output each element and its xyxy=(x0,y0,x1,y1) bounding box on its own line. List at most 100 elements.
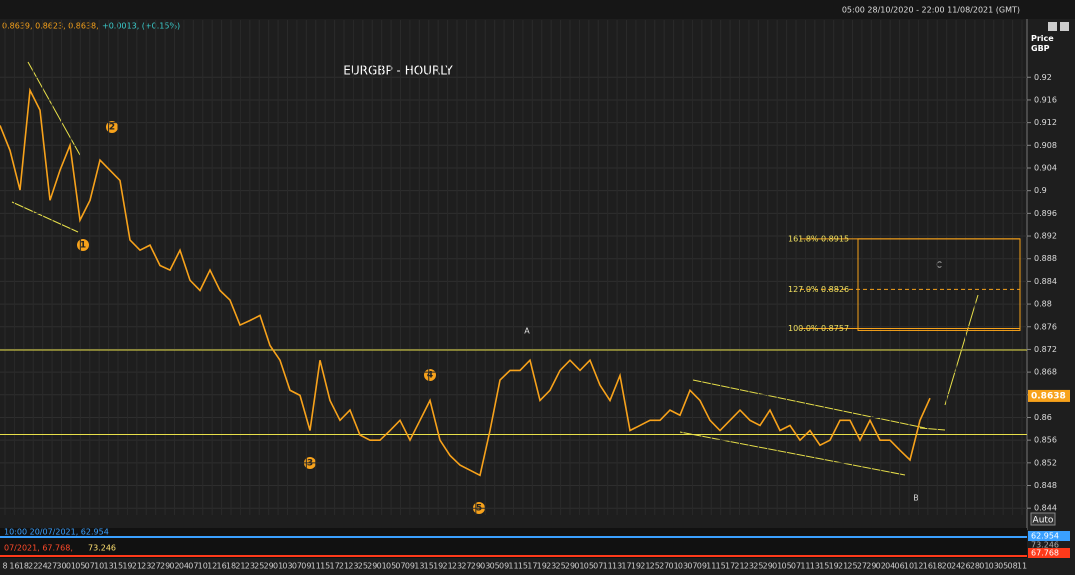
x-tick-label: 07 xyxy=(791,562,801,571)
x-tick-label: 19 xyxy=(631,562,641,571)
x-tick-label: 03 xyxy=(282,562,292,571)
x-tick-label: 09 xyxy=(405,562,415,571)
x-tick-label: 16 xyxy=(216,562,226,571)
y-tick-label: 0.844 xyxy=(1034,504,1057,513)
x-tick-label: 29 xyxy=(866,562,876,571)
y-tick-label: 0.916 xyxy=(1034,95,1057,104)
indicator-red-b: 73.246 xyxy=(88,544,116,553)
x-tick-label: 21 xyxy=(838,562,848,571)
axis-label: Price GBP xyxy=(1031,34,1054,53)
y-tick-label: 0.896 xyxy=(1034,209,1057,218)
x-tick-label: 25 xyxy=(650,562,660,571)
indicator-red-box xyxy=(1028,548,1070,558)
x-tick-label: 28 xyxy=(970,562,980,571)
x-tick-label: 07 xyxy=(292,562,302,571)
price-line xyxy=(0,87,931,477)
x-tick-label: 23 xyxy=(452,562,462,571)
x-tick-label: 27 xyxy=(47,562,57,571)
x-tick-label: 09 xyxy=(697,562,707,571)
x-tick-label: 05 xyxy=(781,562,791,571)
x-tick-label: 11 xyxy=(1017,562,1027,571)
x-tick-label: 13 xyxy=(414,562,424,571)
abc-label: A xyxy=(524,327,530,336)
x-tick-label: 05 xyxy=(998,562,1008,571)
x-tick-label: 25 xyxy=(555,562,565,571)
x-tick-label: 03 xyxy=(678,562,688,571)
x-tick-label: 17 xyxy=(725,562,735,571)
x-tick-label: 25 xyxy=(753,562,763,571)
x-tick-label: 10 xyxy=(904,562,914,571)
x-tick-label: 27 xyxy=(857,562,867,571)
auto-button[interactable] xyxy=(1030,512,1056,526)
x-tick-label: 24 xyxy=(38,562,48,571)
indicator-red: 07/2021, 67.768, xyxy=(4,544,73,553)
last-price-box xyxy=(1028,389,1070,402)
x-tick-label: 11 xyxy=(311,562,321,571)
x-tick-label: 05 xyxy=(386,562,396,571)
x-tick-label: 09 xyxy=(499,562,509,571)
x-tick-label: 19 xyxy=(537,562,547,571)
x-tick-label: 05 xyxy=(75,562,85,571)
x-tick-label: 04 xyxy=(179,562,189,571)
x-tick-label: 21 xyxy=(132,562,142,571)
x-tick-label: 13 xyxy=(612,562,622,571)
y-tick-label: 0.892 xyxy=(1034,232,1057,241)
x-tick-label: 29 xyxy=(471,562,481,571)
x-tick-label: 21 xyxy=(640,562,650,571)
wave-label: 2 xyxy=(109,123,115,133)
x-tick-label: 01 xyxy=(772,562,782,571)
x-tick-label: 18 xyxy=(932,562,942,571)
chart-title: EURGBP - HOURLY xyxy=(343,64,453,78)
x-tick-label: 11 xyxy=(800,562,810,571)
last-price: 0.8638 xyxy=(1031,391,1066,401)
x-tick-label: 17 xyxy=(527,562,537,571)
x-tick-label: 29 xyxy=(160,562,170,571)
x-tick-label: 11 xyxy=(706,562,716,571)
y-tick-label: 0.86 xyxy=(1034,413,1052,422)
x-tick-label: 15 xyxy=(518,562,528,571)
top-bar xyxy=(0,0,1075,19)
x-tick-label: 21 xyxy=(442,562,452,571)
x-tick-label: 16 xyxy=(923,562,933,571)
y-tick-label: 0.904 xyxy=(1034,163,1057,172)
x-tick-label: 23 xyxy=(546,562,556,571)
x-tick-label: 18 xyxy=(226,562,236,571)
x-tick-label: 25 xyxy=(254,562,264,571)
indicator-blue-value: 62.954 xyxy=(1031,532,1059,541)
x-tick-label: 07 xyxy=(593,562,603,571)
y-tick-label: 0.912 xyxy=(1034,118,1057,127)
x-tick-label: 29 xyxy=(264,562,274,571)
x-tick-label: 29 xyxy=(565,562,575,571)
x-tick-label: 8 xyxy=(2,562,7,571)
x-tick-label: 15 xyxy=(320,562,330,571)
x-tick-label: 23 xyxy=(744,562,754,571)
x-tick-label: 26 xyxy=(960,562,970,571)
x-tick-label: 29 xyxy=(763,562,773,571)
x-tick-label: 02 xyxy=(876,562,886,571)
x-tick-label: 11 xyxy=(603,562,613,571)
fib-label: 127.0% 0.8826 xyxy=(788,285,849,294)
x-tick-label: 05 xyxy=(490,562,500,571)
y-tick-label: 0.848 xyxy=(1034,481,1057,490)
x-tick-label: 27 xyxy=(659,562,669,571)
indicator-panel xyxy=(0,528,1027,558)
indicator-red-value: 67.768 xyxy=(1031,549,1059,558)
x-tick-label: 25 xyxy=(847,562,857,571)
close-button[interactable] xyxy=(1060,22,1069,31)
restore-button[interactable] xyxy=(1048,22,1057,31)
x-tick-label: 27 xyxy=(151,562,161,571)
y-tick-label: 0.884 xyxy=(1034,277,1057,286)
y-tick-label: 0.856 xyxy=(1034,436,1057,445)
x-tick-label: 15 xyxy=(819,562,829,571)
x-tick-label: 29 xyxy=(367,562,377,571)
x-tick-label: 20 xyxy=(942,562,952,571)
indicator-red-value2: 73.246 xyxy=(1031,541,1059,550)
x-tick-label: 02 xyxy=(169,562,179,571)
y-tick-label: 0.92 xyxy=(1034,73,1052,82)
x-tick-label: 23 xyxy=(141,562,151,571)
x-tick-label: 17 xyxy=(329,562,339,571)
x-tick-label: 12 xyxy=(207,562,217,571)
y-tick-label: 0.9 xyxy=(1034,186,1047,195)
x-tick-label: 17 xyxy=(621,562,631,571)
x-tick-label: 21 xyxy=(734,562,744,571)
